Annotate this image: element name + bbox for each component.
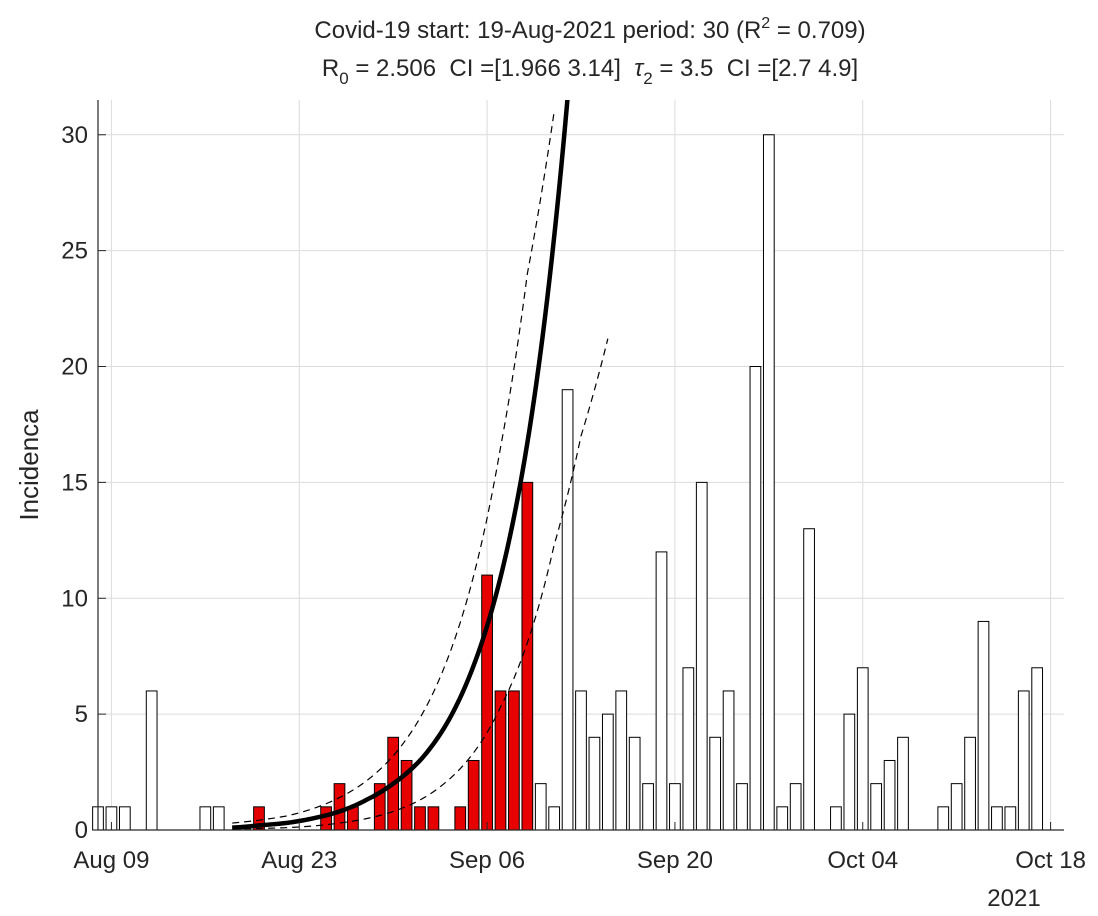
title1-suffix: = 0.709): [770, 17, 865, 44]
incidence-bar: [789, 783, 802, 831]
fit-window-bar: [494, 690, 507, 831]
title2-tau: τ: [634, 55, 645, 82]
incidence-bar: [964, 736, 976, 831]
incidence-bar: [548, 806, 561, 831]
incidence-bar: [856, 667, 869, 831]
x-tick-label: Aug 09: [73, 847, 149, 874]
incidence-bar: [534, 783, 547, 831]
ci-upper-curve: [232, 111, 555, 824]
y-tick-label: 5: [75, 701, 88, 728]
incidence-bar: [870, 783, 883, 831]
incidence-bar: [830, 806, 842, 831]
incidence-bar: [615, 690, 628, 831]
incidence-bar: [145, 690, 158, 831]
incidence-bar: [722, 690, 735, 831]
y-tick-label: 0: [75, 817, 88, 844]
title2-r-sub: 0: [339, 69, 348, 88]
incidence-bar: [118, 806, 131, 831]
title1-sup: 2: [761, 15, 770, 32]
incidence-bar: [655, 551, 668, 831]
incidence-bar: [212, 806, 225, 831]
y-tick-label: 20: [61, 354, 88, 381]
incidence-bar: [1004, 806, 1017, 831]
x-axis-year-label: 2021: [987, 885, 1040, 912]
incidence-bar: [601, 713, 614, 831]
incidence-bar: [843, 713, 856, 831]
x-tick-label: Sep 20: [637, 847, 713, 874]
y-tick-label: 10: [61, 585, 88, 612]
incidence-bar: [199, 806, 212, 831]
incidence-bar: [991, 806, 1003, 831]
y-axis-label: Incidenca: [14, 409, 44, 521]
incidence-bar: [776, 806, 789, 831]
incidence-bar: [642, 783, 654, 831]
incidence-bar: [736, 783, 748, 831]
fit-window-bar: [454, 806, 467, 831]
y-tick-label: 15: [61, 469, 88, 496]
title2-part2: = 3.5 CI =[2.7 4.9]: [653, 55, 858, 82]
x-tick-label: Oct 04: [827, 847, 898, 874]
incidence-bar: [749, 366, 762, 831]
title2-part1: = 2.506 CI =[1.966 3.14]: [349, 55, 635, 82]
incidence-bar: [588, 736, 601, 831]
x-tick-labels: Aug 09 Aug 23 Sep 06 Sep 20 Oct 04 Oct 18: [73, 847, 1086, 874]
x-tick-label: Oct 18: [1015, 847, 1086, 874]
y-tick-label: 25: [61, 238, 88, 265]
x-tick-label: Aug 23: [261, 847, 337, 874]
title1-prefix: Covid-19 start: 19-Aug-2021 period: 30 (…: [314, 17, 761, 44]
y-tick-label: 30: [61, 122, 88, 149]
incidence-bar: [897, 736, 909, 831]
fit-window-bar: [414, 806, 426, 831]
ci-lower-curve: [232, 338, 609, 830]
incidence-bar: [682, 667, 695, 831]
fit-window-bar: [521, 481, 534, 831]
incidence-bar: [1031, 667, 1044, 831]
incidence-bar: [628, 736, 641, 831]
fit-curves: [232, 100, 609, 830]
incidence-bar: [575, 690, 587, 831]
fit-window-bar: [508, 690, 520, 831]
incidence-bar: [950, 783, 963, 831]
fit-curve: [232, 100, 570, 830]
fit-window-bar: [467, 759, 480, 831]
incidence-bar: [977, 620, 990, 831]
incidence-bar: [937, 806, 950, 831]
title2-r-base: R: [322, 55, 339, 82]
y-tick-labels: 0 5 10 15 20 25 30: [61, 122, 88, 844]
axes: [97, 100, 1064, 831]
incidence-bar: [803, 528, 815, 831]
chart-title-line2: R0 = 2.506 CI =[1.966 3.14] τ2 = 3.5 CI …: [322, 55, 858, 88]
chart-title-line1: Covid-19 start: 19-Aug-2021 period: 30 (…: [314, 15, 865, 44]
incidence-bar: [561, 389, 574, 831]
title2-tau-sub: 2: [643, 69, 652, 88]
fit-window-bar: [427, 806, 440, 831]
incidence-bar: [1017, 690, 1030, 831]
x-tick-label: Sep 06: [449, 847, 525, 874]
incidence-bar: [883, 759, 896, 831]
incidence-bar: [695, 481, 708, 831]
incidence-bar: [709, 736, 722, 831]
incidence-bar: [762, 134, 775, 831]
